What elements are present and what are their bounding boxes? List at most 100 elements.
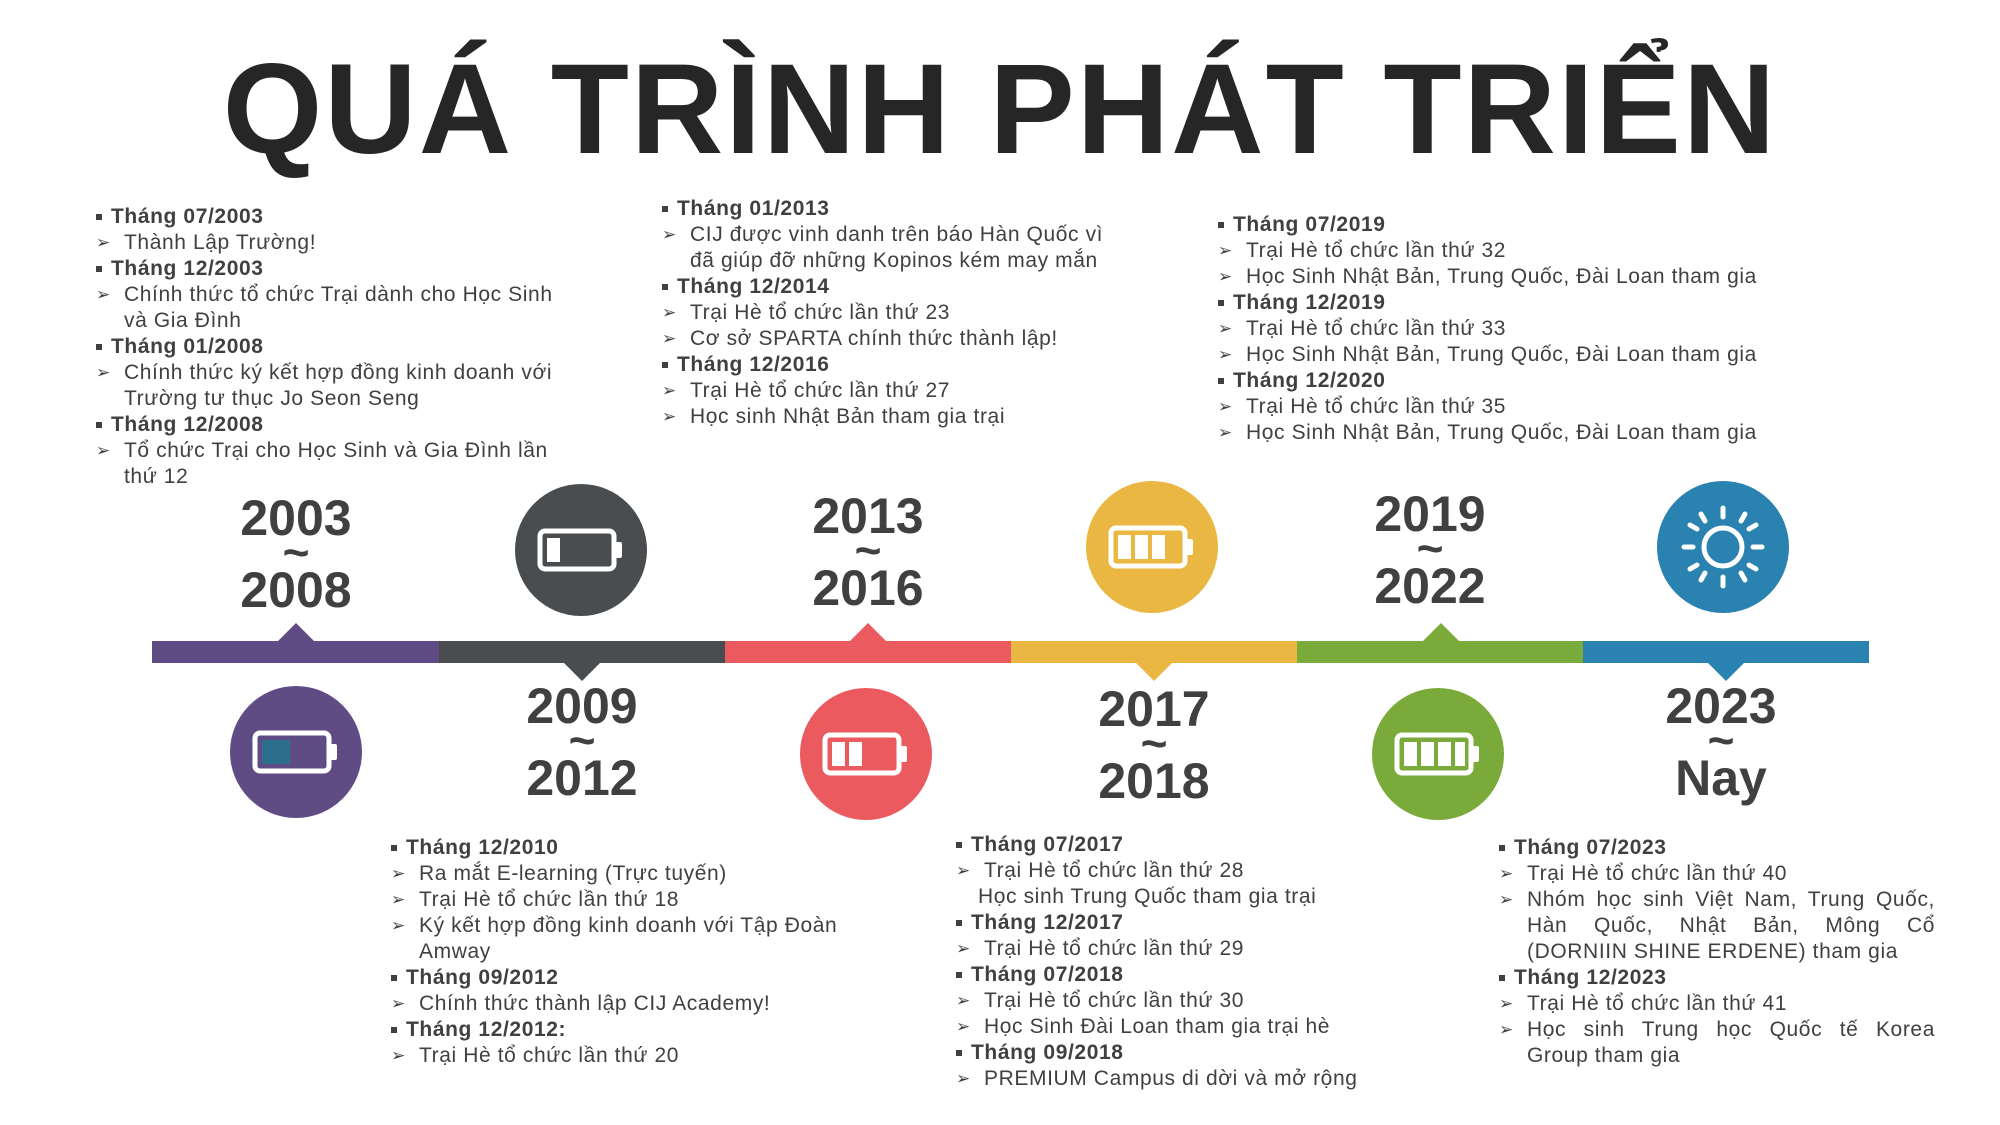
- event-date: Tháng 12/2019: [1218, 290, 1778, 316]
- year-start: 2009: [526, 678, 638, 734]
- event-date: Tháng 12/2020: [1218, 368, 1778, 394]
- year-label-2003-2008: 2003 ~ 2008: [186, 488, 406, 620]
- page-title: QUÁ TRÌNH PHÁT TRIỂN: [222, 38, 1778, 181]
- sun-icon: [1681, 505, 1765, 589]
- year-tilde: ~: [1416, 522, 1444, 574]
- year-start: 2017: [1098, 681, 1210, 737]
- event-item: Trại Hè tổ chức lần thứ 40: [1499, 861, 1935, 887]
- year-tilde: ~: [568, 714, 596, 766]
- period-icon-2003: [230, 686, 362, 818]
- year-tilde: ~: [1140, 717, 1168, 769]
- timeline-segment-2: [439, 641, 725, 663]
- event-date: Tháng 12/2008: [96, 412, 572, 438]
- event-item: Trại Hè tổ chức lần thứ 28: [956, 858, 1416, 884]
- event-item: Học Sinh Nhật Bản, Trung Quốc, Đài Loan …: [1218, 342, 1778, 368]
- event-item: Học Sinh Đài Loan tham gia trại hè: [956, 1014, 1416, 1040]
- event-date: Tháng 12/2016: [662, 352, 1132, 378]
- event-date: Tháng 07/2018: [956, 962, 1416, 988]
- year-end: 2012: [526, 750, 638, 806]
- event-item: Trại Hè tổ chức lần thứ 20: [391, 1043, 875, 1069]
- battery-low-icon: [537, 528, 622, 572]
- event-item: Trại Hè tổ chức lần thứ 33: [1218, 316, 1778, 342]
- event-item: Trại Hè tổ chức lần thứ 35: [1218, 394, 1778, 420]
- pointer-up-2019: [1423, 623, 1459, 641]
- event-date: Tháng 12/2023: [1499, 965, 1935, 991]
- event-item: Trại Hè tổ chức lần thứ 23: [662, 300, 1132, 326]
- timeline-segment-6: [1583, 641, 1869, 663]
- events-2009-2012: Tháng 12/2010 Ra mắt E-learning (Trực tu…: [391, 835, 875, 1069]
- event-item: Ra mắt E-learning (Trực tuyến): [391, 861, 875, 887]
- pointer-down-2017: [1136, 663, 1172, 681]
- year-label-2013-2016: 2013 ~ 2016: [758, 486, 978, 618]
- year-start: 2003: [240, 490, 352, 546]
- year-label-2023-nay: 2023 ~ Nay: [1611, 676, 1831, 808]
- pointer-down-2023: [1708, 663, 1744, 681]
- event-item: Trại Hè tổ chức lần thứ 27: [662, 378, 1132, 404]
- period-icon-2019: [1372, 688, 1504, 820]
- pointer-up-2013: [850, 623, 886, 641]
- year-tilde: ~: [1707, 714, 1735, 766]
- events-2003-2008: Tháng 07/2003 Thành Lập Trường! Tháng 12…: [96, 204, 572, 490]
- event-item: Chính thức thành lập CIJ Academy!: [391, 991, 875, 1017]
- events-2023-nay: Tháng 07/2023 Trại Hè tổ chức lần thứ 40…: [1499, 835, 1935, 1069]
- event-item: Thành Lập Trường!: [96, 230, 572, 256]
- year-label-2017-2018: 2017 ~ 2018: [1044, 679, 1264, 811]
- event-date: Tháng 12/2012:: [391, 1017, 875, 1043]
- year-end: 2018: [1098, 753, 1210, 809]
- year-start: 2013: [812, 488, 924, 544]
- timeline-segment-5: [1297, 641, 1583, 663]
- pointer-down-2009: [564, 663, 600, 681]
- event-item: Học sinh Nhật Bản tham gia trại: [662, 404, 1132, 430]
- event-item-continuation: Học sinh Trung Quốc tham gia trại: [978, 885, 1317, 908]
- year-end: 2022: [1374, 558, 1486, 614]
- event-date: Tháng 09/2012: [391, 965, 875, 991]
- event-item: Trại Hè tổ chức lần thứ 30: [956, 988, 1416, 1014]
- year-tilde: ~: [282, 526, 310, 578]
- event-date: Tháng 01/2008: [96, 334, 572, 360]
- year-end: 2008: [240, 562, 352, 618]
- event-item: CIJ được vinh danh trên báo Hàn Quốc vì …: [662, 222, 1132, 274]
- year-start: 2023: [1665, 678, 1777, 734]
- event-item: Trại Hè tổ chức lần thứ 32: [1218, 238, 1778, 264]
- event-item: Học sinh Trung học Quốc tế Korea Group t…: [1499, 1017, 1935, 1069]
- year-end: Nay: [1675, 750, 1767, 806]
- battery-full-icon: [1394, 732, 1479, 776]
- event-date: Tháng 12/2010: [391, 835, 875, 861]
- period-icon-2013: [800, 688, 932, 820]
- event-item: Chính thức ký kết hợp đồng kinh doanh vớ…: [96, 360, 572, 412]
- event-item: Chính thức tổ chức Trại dành cho Học Sin…: [96, 282, 572, 334]
- event-item: Trại Hè tổ chức lần thứ 29: [956, 936, 1416, 962]
- event-date: Tháng 07/2023: [1499, 835, 1935, 861]
- year-label-2009-2012: 2009 ~ 2012: [472, 676, 692, 808]
- event-date: Tháng 07/2003: [96, 204, 572, 230]
- events-2013-2016: Tháng 01/2013 CIJ được vinh danh trên bá…: [662, 196, 1132, 430]
- year-end: 2016: [812, 560, 924, 616]
- timeline-segment-3: [725, 641, 1011, 663]
- event-date: Tháng 01/2013: [662, 196, 1132, 222]
- period-icon-2023: [1657, 481, 1789, 613]
- events-2017-2018: Tháng 07/2017 Trại Hè tổ chức lần thứ 28…: [956, 832, 1416, 1092]
- timeline-segment-1: [152, 641, 439, 663]
- events-2019-2022: Tháng 07/2019 Trại Hè tổ chức lần thứ 32…: [1218, 212, 1778, 446]
- event-date: Tháng 12/2003: [96, 256, 572, 282]
- event-date: Tháng 12/2014: [662, 274, 1132, 300]
- period-icon-2009: [515, 484, 647, 616]
- year-label-2019-2022: 2019 ~ 2022: [1320, 484, 1540, 616]
- event-item: Học Sinh Nhật Bản, Trung Quốc, Đài Loan …: [1218, 264, 1778, 290]
- event-item: Tổ chức Trại cho Học Sinh và Gia Đình lầ…: [96, 438, 572, 490]
- event-date: Tháng 09/2018: [956, 1040, 1416, 1066]
- timeline-segment-4: [1011, 641, 1297, 663]
- battery-half-icon: [822, 732, 907, 776]
- event-item: Trại Hè tổ chức lần thứ 41: [1499, 991, 1935, 1017]
- battery-low-icon: [252, 730, 337, 774]
- event-item: Trại Hè tổ chức lần thứ 18: [391, 887, 875, 913]
- year-start: 2019: [1374, 486, 1486, 542]
- event-date: Tháng 12/2017: [956, 910, 1416, 936]
- pointer-up-2003: [278, 623, 314, 641]
- period-icon-2017: [1086, 481, 1218, 613]
- year-tilde: ~: [854, 524, 882, 576]
- event-item: PREMIUM Campus di dời và mở rộng: [956, 1066, 1416, 1092]
- event-item: Cơ sở SPARTA chính thức thành lập!: [662, 326, 1132, 352]
- event-date: Tháng 07/2019: [1218, 212, 1778, 238]
- battery-three-quarter-icon: [1108, 525, 1193, 569]
